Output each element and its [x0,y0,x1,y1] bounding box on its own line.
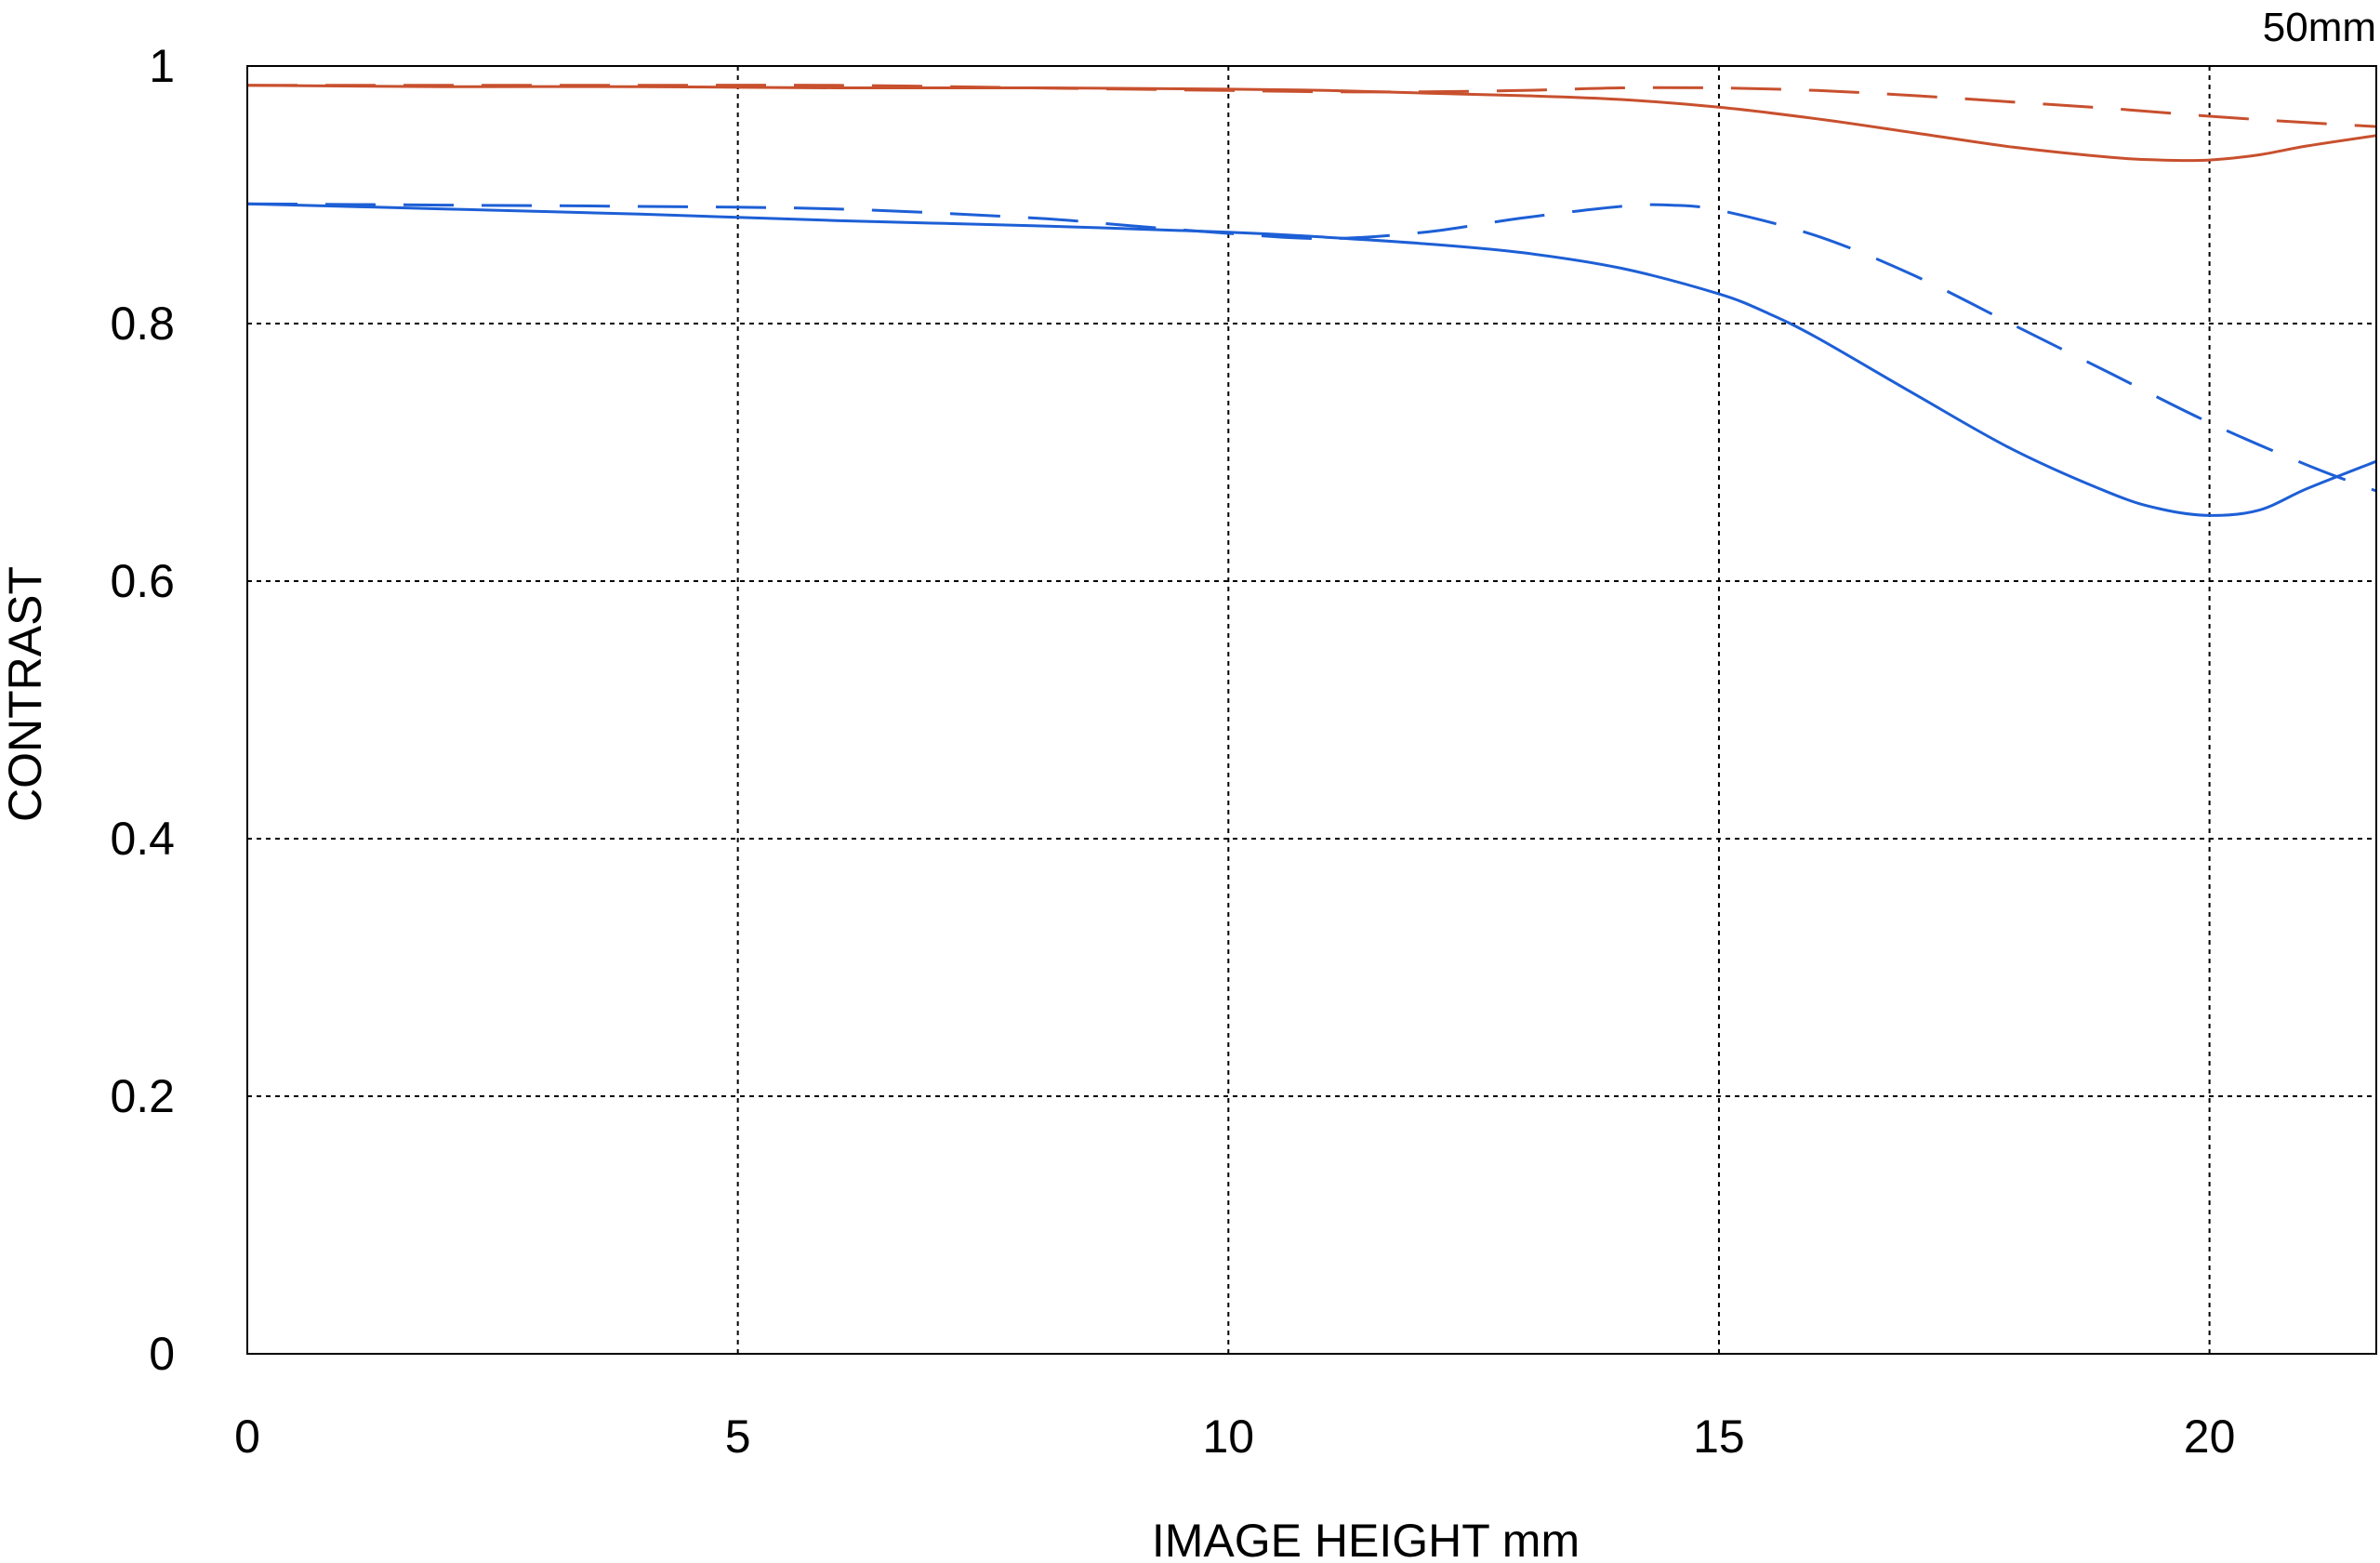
y-tick-label: 0.8 [110,298,175,350]
y-tick-label: 0.2 [110,1070,175,1122]
x-axis-ticks: 0 5 10 15 20 [234,1411,2235,1463]
y-tick-label: 1 [149,40,175,92]
y-tick-label: 0.4 [110,813,175,865]
series-layer [246,84,2377,517]
x-tick-label: 10 [1202,1411,1254,1463]
series-line-4-dashed [246,202,2377,493]
x-tick-label: 5 [725,1411,751,1463]
series-line-3-solid [246,202,2377,517]
x-tick-label: 20 [2184,1411,2236,1463]
x-tick-label: 0 [234,1411,260,1463]
y-tick-label: 0 [149,1328,175,1380]
x-tick-label: 15 [1693,1411,1745,1463]
grid [247,66,2376,1354]
y-tick-label: 0.6 [110,555,175,607]
series-line-2-dashed [247,84,2377,128]
series-line-1-solid [246,84,2377,163]
focal-length-label: 50mm [2263,5,2376,50]
x-axis-title: IMAGE HEIGHT mm [1152,1515,1580,1563]
y-axis-ticks: 0 0.2 0.4 0.6 0.8 1 [110,40,175,1380]
plot-frame [246,65,2377,1355]
y-axis-title: CONTRAST [0,566,51,822]
